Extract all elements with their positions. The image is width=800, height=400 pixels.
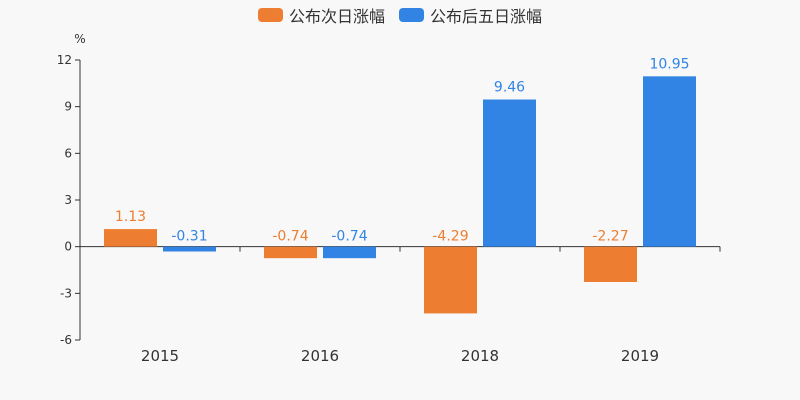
y-tick-label: 3: [64, 193, 72, 207]
data-label: -0.74: [272, 229, 308, 245]
legend-label-next-day: 公布次日涨幅: [288, 7, 385, 26]
x-category-label: 2018: [461, 347, 499, 365]
bar: [323, 246, 376, 259]
y-tick-label: 0: [64, 240, 72, 254]
y-unit-label: %: [74, 32, 85, 46]
axes: -6 -3 0 3 6 9 12 2015 2016 2018 2019: [57, 53, 721, 365]
bar: [424, 246, 477, 314]
legend-swatch-next-day: [257, 8, 283, 22]
data-label: -4.29: [432, 229, 468, 245]
legend-label-five-day: 公布后五日涨幅: [430, 7, 543, 26]
x-category-label: 2015: [141, 347, 179, 365]
y-tick-label: 6: [64, 146, 72, 160]
y-tick-label: -6: [60, 333, 72, 347]
data-label: -2.27: [592, 229, 628, 245]
y-tick-label: 12: [57, 53, 72, 67]
legend-swatch-five-day: [399, 8, 424, 22]
legend: 公布次日涨幅 公布后五日涨幅: [0, 3, 800, 27]
data-label: -0.74: [331, 229, 367, 245]
bar: [163, 246, 216, 252]
legend-item-next-day[interactable]: 公布次日涨幅: [257, 3, 385, 27]
data-labels: 1.13 -0.74 -4.29 -2.27 -0.31 -0.74 9.46 10.95: [115, 56, 690, 244]
data-label: 1.13: [115, 209, 146, 225]
bar: [643, 76, 696, 247]
bar: [104, 229, 157, 247]
data-label: 9.46: [494, 80, 525, 96]
bars: [104, 76, 696, 314]
y-tick-label: -3: [60, 286, 72, 300]
data-label: 10.95: [649, 56, 689, 72]
x-category-label: 2016: [301, 347, 339, 365]
x-category-label: 2019: [621, 347, 659, 365]
bar: [483, 99, 536, 247]
bar: [584, 246, 637, 282]
data-label: -0.31: [171, 229, 207, 245]
y-tick-label: 9: [64, 100, 72, 114]
legend-item-five-day[interactable]: 公布后五日涨幅: [399, 3, 542, 27]
bar: [264, 246, 317, 259]
